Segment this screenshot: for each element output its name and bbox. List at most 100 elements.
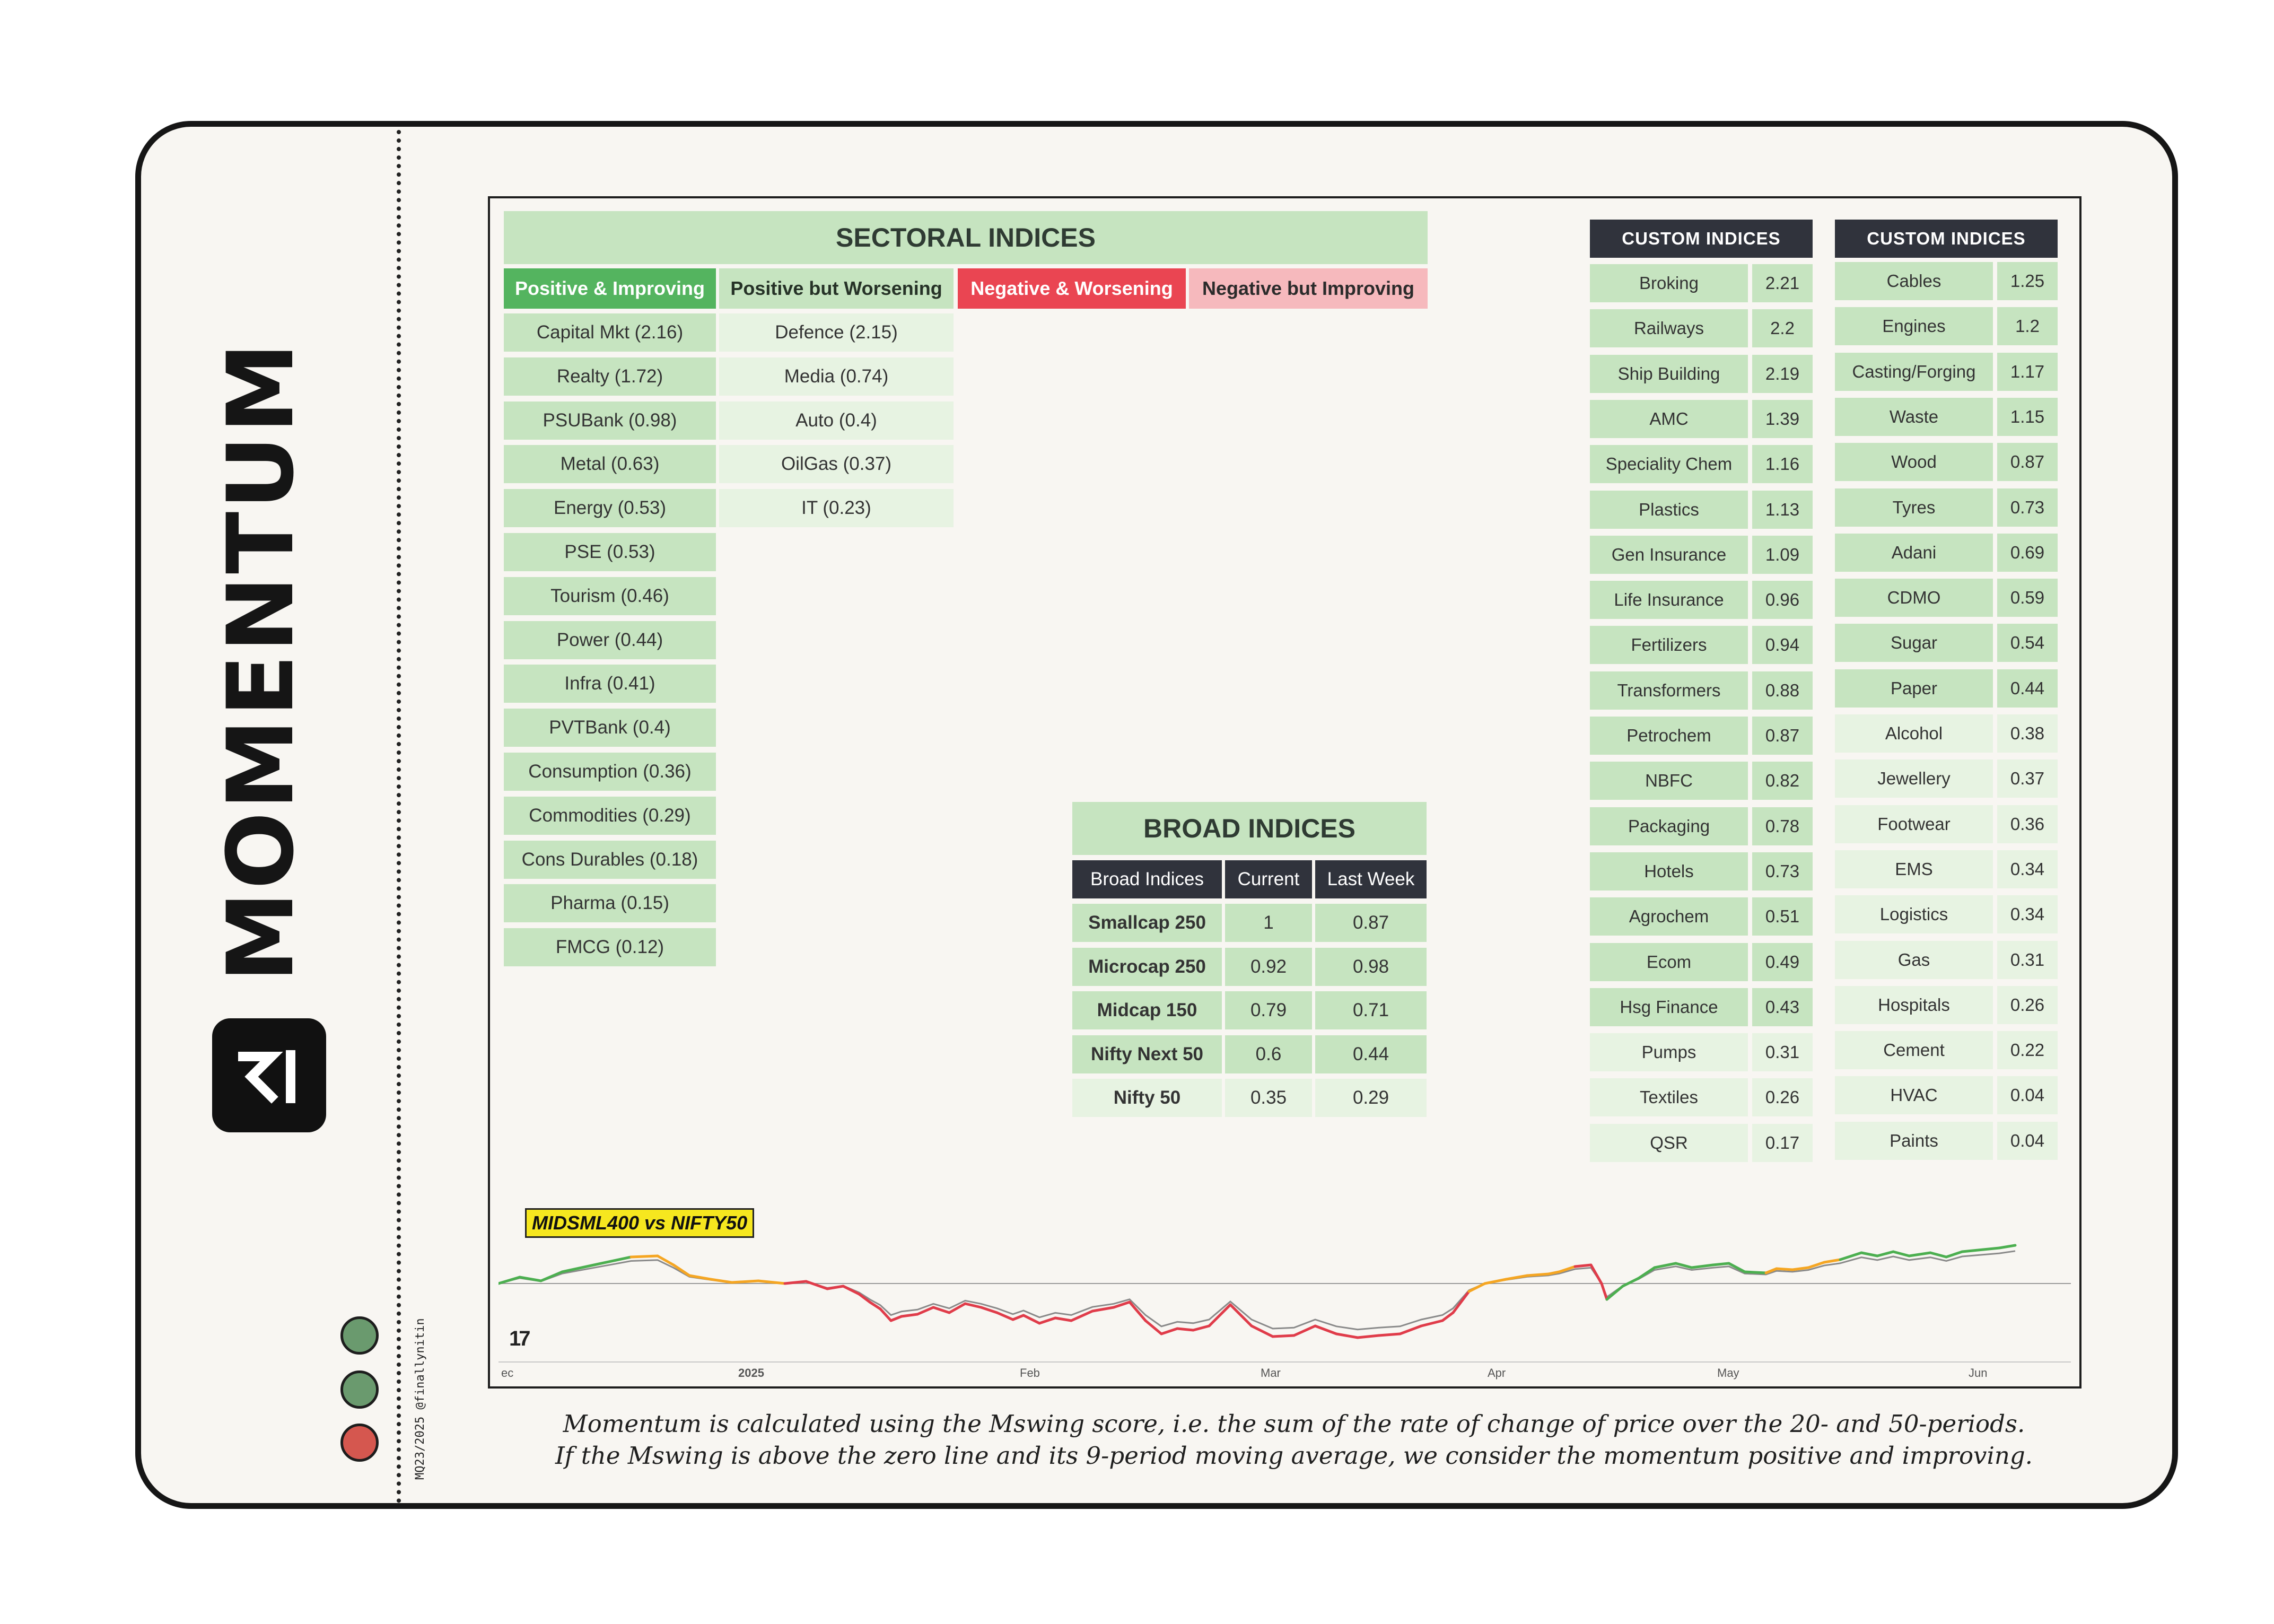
- momentum-line-segment: [1505, 1274, 1529, 1281]
- broad-row-last-week: 0.44: [1315, 1035, 1427, 1073]
- chart-month-label: Jun: [1969, 1366, 1988, 1379]
- footer-note: Momentum is calculated using the Mswing …: [509, 1408, 2079, 1472]
- custom1-name-cell: Hotels: [1590, 852, 1748, 890]
- momentum-line-segment: [900, 1313, 919, 1318]
- momentum-logo-icon: [212, 1018, 326, 1132]
- broad-row-name: Microcap 250: [1072, 947, 1222, 986]
- custom2-name-cell: Jewellery: [1835, 759, 1993, 798]
- custom2-value-cell: 1.25: [1997, 262, 2058, 300]
- dotted-divider: [397, 130, 401, 1504]
- status-dot-green-2: [340, 1370, 379, 1409]
- custom2-name-cell: Casting/Forging: [1835, 352, 1993, 391]
- brand-title: MOMENTUM: [207, 340, 314, 982]
- broad-header-current: Current: [1225, 860, 1312, 898]
- momentum-line-segment: [1711, 1262, 1730, 1267]
- momentum-line-segment: [1961, 1248, 1985, 1253]
- momentum-line-segment: [1250, 1324, 1274, 1338]
- sector-cell-positive-improving: Infra (0.41): [504, 665, 716, 703]
- sector-cell-positive-improving: Pharma (0.15): [504, 884, 716, 923]
- broad-row-current: 0.79: [1225, 991, 1312, 1029]
- header-positive-worsening: Positive but Worsening: [719, 268, 954, 309]
- custom1-name-cell: AMC: [1590, 399, 1748, 438]
- custom1-value-cell: 0.88: [1752, 671, 1813, 710]
- custom1-value-cell: 2.2: [1752, 309, 1813, 348]
- custom2-name-cell: CDMO: [1835, 579, 1993, 617]
- momentum-line-segment: [1292, 1324, 1317, 1337]
- custom1-value-cell: 0.96: [1752, 581, 1813, 619]
- momentum-line-segment: [1398, 1324, 1423, 1335]
- broad-row-last-week: 0.29: [1315, 1079, 1427, 1117]
- chart-label: MIDSML400 vs NIFTY50: [525, 1208, 755, 1238]
- momentum-line-segment: [1558, 1265, 1577, 1273]
- momentum-line-segment: [1483, 1278, 1508, 1285]
- momentum-line-segment: [1860, 1251, 1879, 1258]
- chart-month-label: ec: [501, 1366, 514, 1379]
- custom1-name-cell: Plastics: [1590, 490, 1748, 529]
- momentum-line-segment: [730, 1279, 760, 1284]
- custom1-name-cell: Ship Building: [1590, 354, 1748, 393]
- sector-cell-positive-improving: PVTBank (0.4): [504, 709, 716, 747]
- custom1-name-cell: Ecom: [1590, 942, 1748, 981]
- sector-cell-positive-improving: PSUBank (0.98): [504, 401, 716, 440]
- brand-title-text: MOMENTUM: [207, 340, 314, 982]
- momentum-line-segment: [1314, 1324, 1338, 1335]
- momentum-line-segment: [1589, 1263, 1603, 1285]
- header-positive-improving: Positive & Improving: [504, 268, 716, 309]
- logo-glyph: [238, 1050, 295, 1104]
- sector-cell-positive-improving: PSE (0.53): [504, 533, 716, 571]
- momentum-line-segment: [539, 1270, 564, 1282]
- custom1-value-cell: 0.26: [1752, 1078, 1813, 1117]
- custom2-value-cell: 0.44: [1997, 669, 2058, 708]
- momentum-line-segment: [1038, 1316, 1057, 1325]
- sector-cell-positive-improving: FMCG (0.12): [504, 928, 716, 967]
- custom2-value-cell: 1.2: [1997, 307, 2058, 346]
- custom2-name-cell: Cement: [1835, 1031, 1993, 1070]
- momentum-line-segment: [592, 1255, 633, 1267]
- custom2-value-cell: 1.17: [1997, 352, 2058, 391]
- momentum-line-segment: [498, 1276, 521, 1285]
- credit-text-label: MQ23/2025 @finallynitin: [414, 1318, 427, 1480]
- custom1-name-cell: Textiles: [1590, 1078, 1748, 1117]
- momentum-line-segment: [1908, 1251, 1932, 1258]
- momentum-line-segment: [1160, 1327, 1179, 1335]
- custom1-value-cell: 0.94: [1752, 626, 1813, 665]
- chart-month-label: Feb: [1020, 1366, 1040, 1379]
- momentum-line-segment: [1807, 1261, 1826, 1269]
- custom1-name-cell: Broking: [1590, 264, 1748, 302]
- custom2-value-cell: 0.38: [1997, 714, 2058, 753]
- momentum-line-segment: [1892, 1250, 1911, 1258]
- custom2-value-cell: 0.34: [1997, 895, 2058, 934]
- sector-cell-positive-worsening: Auto (0.4): [719, 401, 954, 440]
- broad-row-last-week: 0.87: [1315, 904, 1427, 942]
- chart-month-label: Mar: [1261, 1366, 1281, 1379]
- custom1-name-cell: Agrochem: [1590, 897, 1748, 936]
- momentum-line-segment: [1467, 1282, 1486, 1293]
- broad-title: BROAD INDICES: [1072, 802, 1427, 855]
- momentum-line-segment: [1998, 1244, 2017, 1250]
- momentum-line-segment: [1229, 1303, 1253, 1328]
- momentum-line-segment: [656, 1254, 675, 1267]
- momentum-line-segment: [1674, 1262, 1693, 1269]
- custom1-value-cell: 0.43: [1752, 988, 1813, 1026]
- custom1-value-cell: 0.78: [1752, 807, 1813, 845]
- sector-cell-positive-improving: Consumption (0.36): [504, 753, 716, 791]
- broad-row-name: Nifty 50: [1072, 1079, 1222, 1117]
- sector-cell-positive-worsening: Media (0.74): [719, 357, 954, 396]
- broad-row-last-week: 0.98: [1315, 947, 1427, 986]
- custom1-name-cell: QSR: [1590, 1123, 1748, 1162]
- momentum-line-segment: [1271, 1334, 1296, 1338]
- custom2-value-cell: 0.87: [1997, 443, 2058, 482]
- momentum-line-segment: [1743, 1270, 1768, 1274]
- custom2-value-cell: 1.15: [1997, 397, 2058, 436]
- footer-line-2: If the Mswing is above the zero line and…: [555, 1442, 2033, 1470]
- momentum-line-segment: [1176, 1327, 1195, 1332]
- custom2-name-cell: Wood: [1835, 443, 1993, 482]
- custom1-value-cell: 0.73: [1752, 852, 1813, 890]
- custom2-value-cell: 0.31: [1997, 940, 2058, 979]
- broad-row-current: 0.35: [1225, 1079, 1312, 1117]
- custom1-value-cell: 1.13: [1752, 490, 1813, 529]
- custom-indices-title-1: CUSTOM INDICES: [1590, 220, 1813, 258]
- momentum-line-segment: [1605, 1285, 1624, 1301]
- custom1-value-cell: 0.51: [1752, 897, 1813, 936]
- custom1-name-cell: Pumps: [1590, 1033, 1748, 1072]
